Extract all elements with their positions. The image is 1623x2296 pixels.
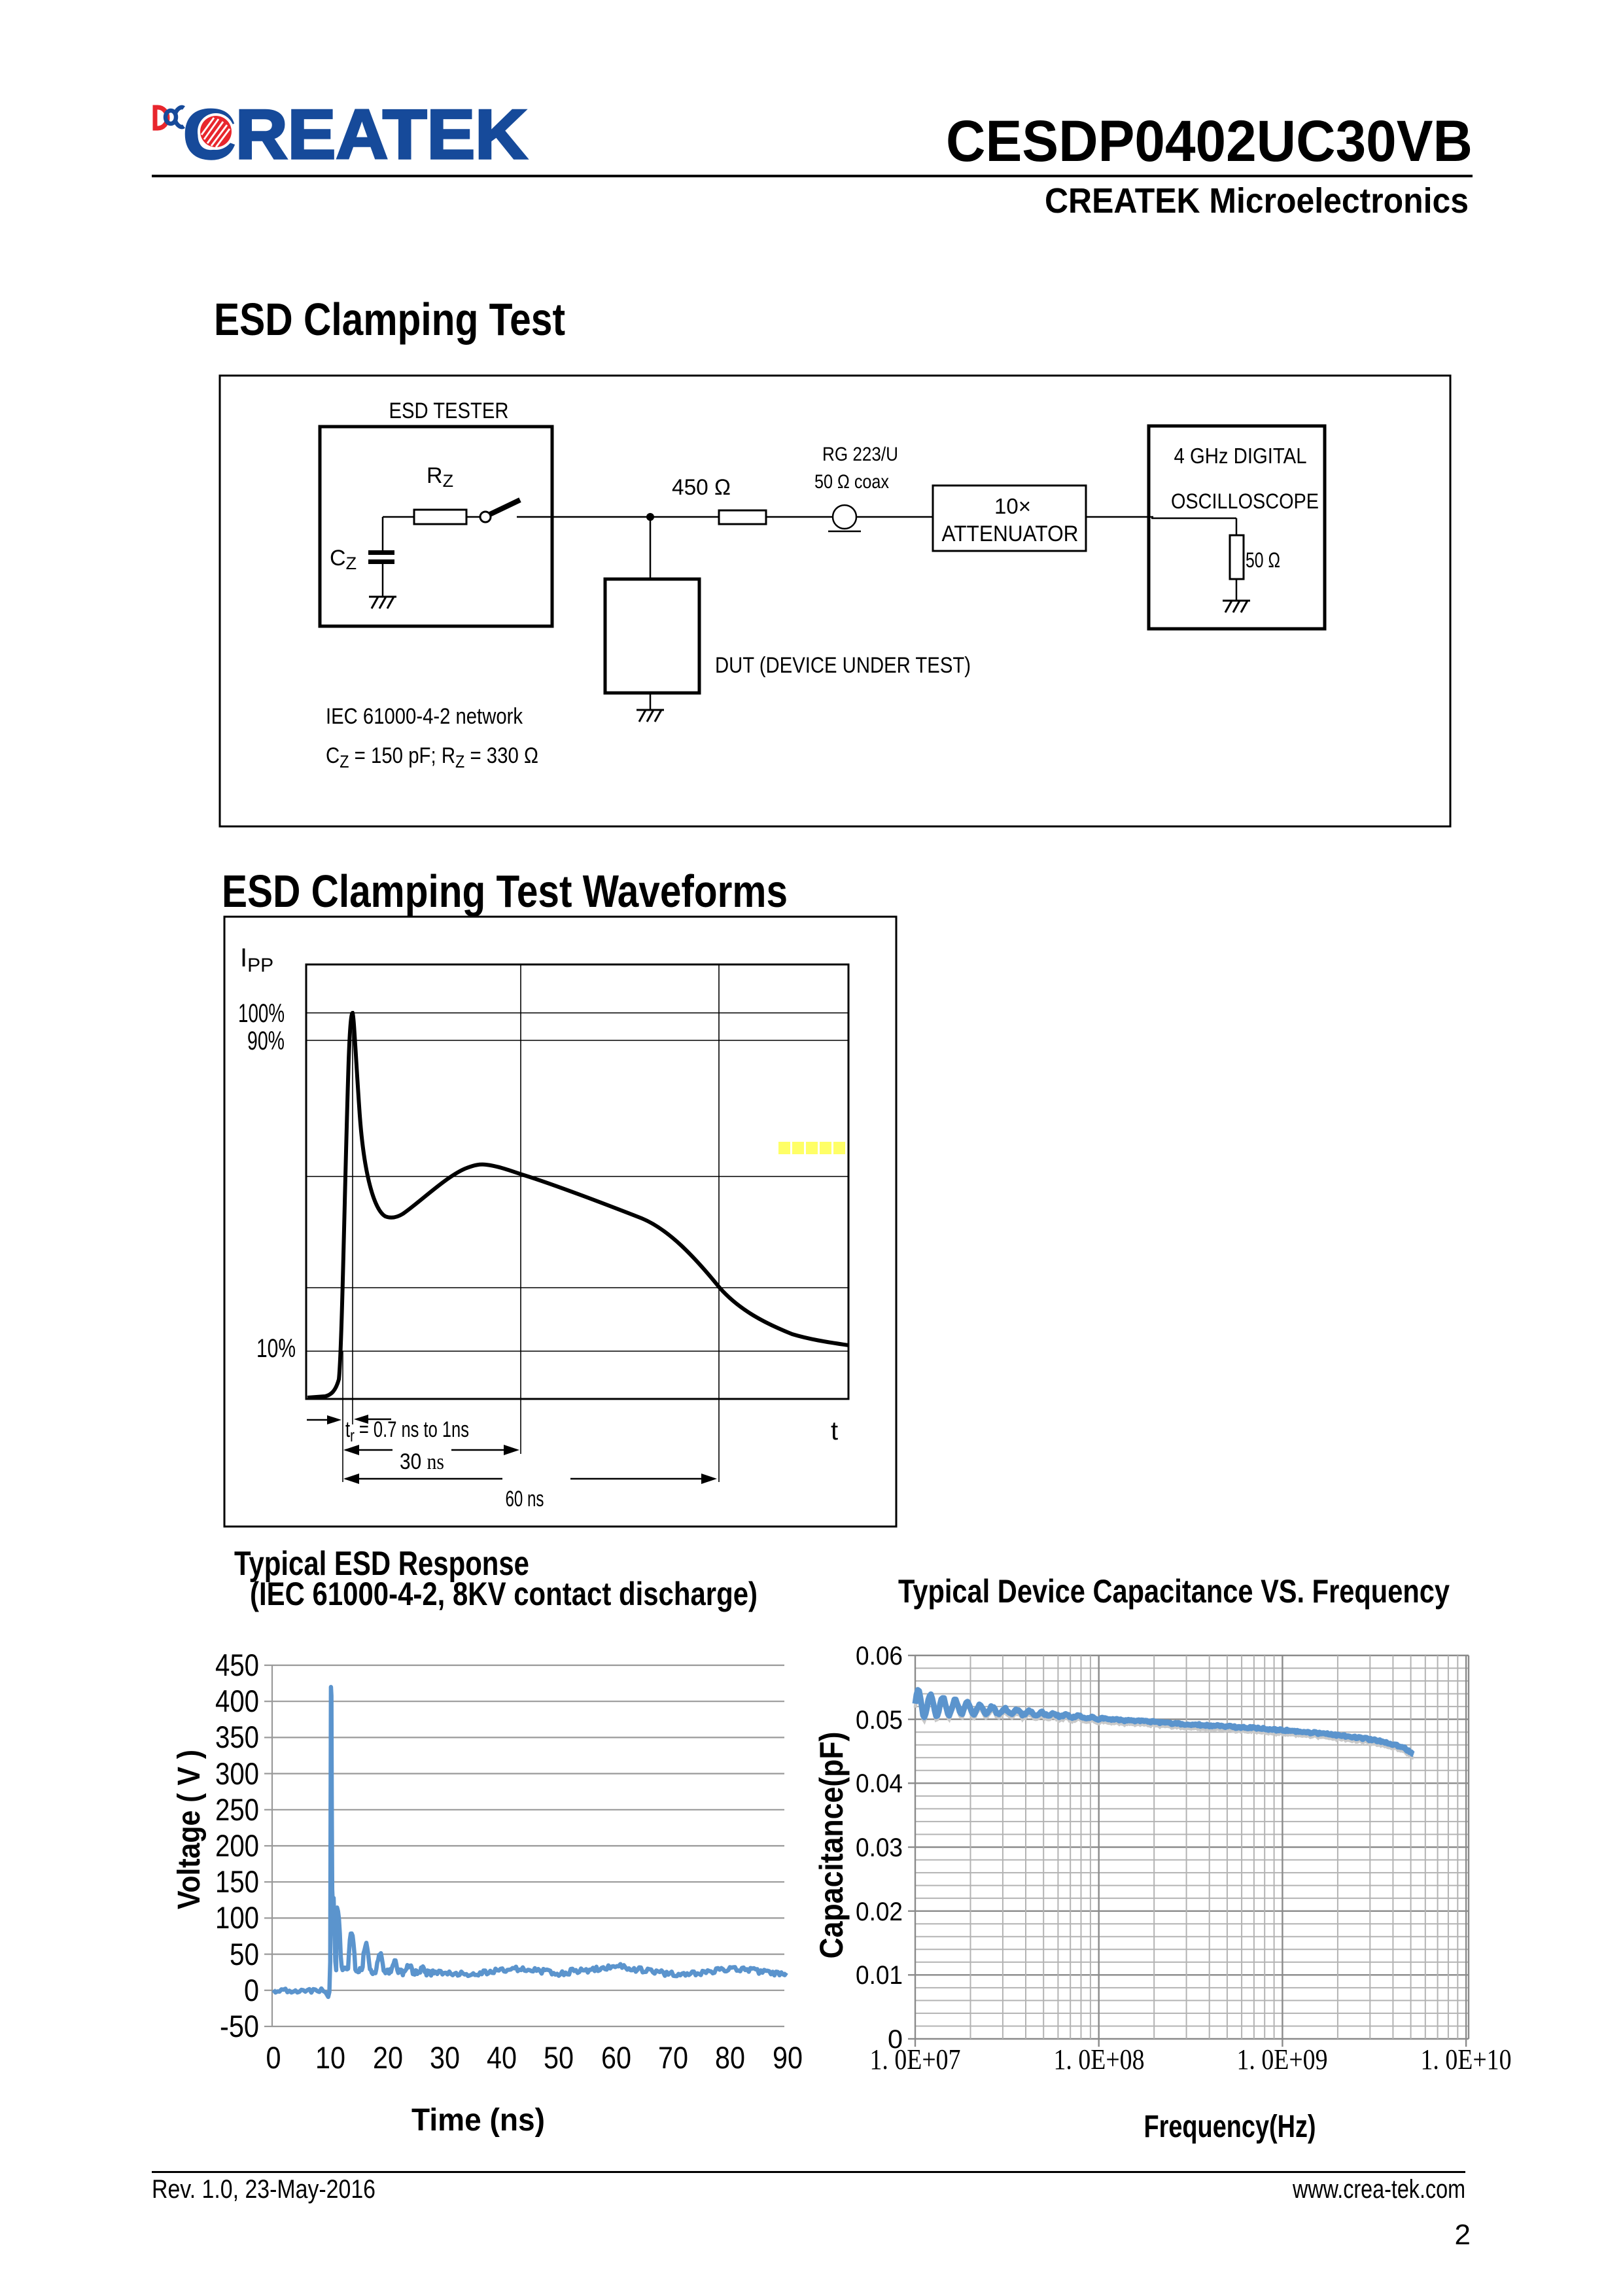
svg-text:80: 80	[715, 2040, 745, 2075]
svg-text:0: 0	[888, 2025, 903, 2054]
svg-text:100: 100	[215, 1900, 259, 1935]
svg-text:350: 350	[215, 1720, 259, 1754]
svg-text:Typical ESD Response: Typical ESD Response	[234, 1545, 529, 1583]
svg-text:0.06: 0.06	[856, 1642, 903, 1670]
svg-text:40: 40	[487, 2040, 517, 2075]
svg-text:Typical Device Capacitance VS.: Typical Device Capacitance VS. Frequency	[898, 1573, 1450, 1610]
svg-text:0.01: 0.01	[856, 1961, 903, 1990]
svg-text:60: 60	[601, 2040, 631, 2075]
svg-text:CESDP0402UC30VB: CESDP0402UC30VB	[946, 108, 1473, 173]
svg-text:RZ: RZ	[427, 463, 453, 491]
svg-text:2: 2	[1455, 2219, 1471, 2251]
svg-text:CZ: CZ	[330, 546, 357, 573]
svg-text:www.crea-tek.com: www.crea-tek.com	[1292, 2175, 1465, 2204]
svg-text:1. 0E+07: 1. 0E+07	[870, 2043, 961, 2075]
svg-text:(IEC 61000-4-2, 8KV contact di: (IEC 61000-4-2, 8KV contact discharge)	[250, 1576, 758, 1612]
svg-text:50 Ω: 50 Ω	[1246, 548, 1280, 572]
svg-text:ATTENUATOR: ATTENUATOR	[942, 521, 1079, 546]
svg-text:150: 150	[215, 1864, 259, 1899]
svg-text:ESD Clamping Test Waveforms: ESD Clamping Test Waveforms	[222, 866, 788, 917]
svg-text:20: 20	[373, 2040, 403, 2075]
svg-text:IEC 61000-4-2 network: IEC 61000-4-2 network	[326, 704, 523, 729]
svg-text:Voltage ( V ): Voltage ( V )	[172, 1750, 207, 1909]
svg-text:t: t	[831, 1417, 838, 1445]
svg-text:-50: -50	[220, 2009, 259, 2043]
svg-text:CREATEK: CREATEK	[183, 95, 527, 173]
svg-text:10×: 10×	[994, 494, 1031, 518]
svg-text:90%: 90%	[247, 1027, 285, 1055]
svg-text:4 GHz DIGITAL: 4 GHz DIGITAL	[1174, 444, 1307, 468]
svg-text:300: 300	[215, 1756, 259, 1791]
svg-text:0.04: 0.04	[856, 1769, 903, 1798]
svg-text:0.05: 0.05	[856, 1706, 903, 1735]
svg-text:CZ = 150 pF; RZ = 330 Ω: CZ = 150 pF; RZ = 330 Ω	[326, 743, 538, 771]
svg-text:ESD Clamping Test: ESD Clamping Test	[214, 294, 565, 345]
svg-text:IPP: IPP	[240, 944, 273, 976]
svg-text:tr = 0.7 ns to 1ns: tr = 0.7 ns to 1ns	[345, 1417, 469, 1445]
svg-text:90: 90	[773, 2040, 803, 2075]
svg-text:450 Ω: 450 Ω	[672, 475, 731, 500]
svg-text:ESD TESTER: ESD TESTER	[389, 398, 509, 423]
svg-text:0: 0	[244, 1973, 259, 2007]
svg-text:30: 30	[430, 2040, 460, 2075]
svg-text:50 Ω coax: 50 Ω coax	[814, 471, 889, 493]
svg-text:200: 200	[215, 1828, 259, 1863]
svg-text:30 ns: 30 ns	[400, 1449, 444, 1474]
svg-text:Rev. 1.0, 23-May-2016: Rev. 1.0, 23-May-2016	[152, 2175, 375, 2204]
svg-text:450: 450	[215, 1648, 259, 1682]
svg-text:Frequency(Hz): Frequency(Hz)	[1144, 2110, 1316, 2144]
svg-text:60 ns: 60 ns	[506, 1487, 544, 1511]
svg-text:0: 0	[266, 2040, 281, 2075]
svg-text:CREATEK Microelectronics: CREATEK Microelectronics	[1045, 181, 1469, 221]
svg-text:50: 50	[230, 1937, 259, 1971]
svg-text:400: 400	[215, 1684, 259, 1718]
svg-text:50: 50	[544, 2040, 574, 2075]
svg-text:RG 223/U: RG 223/U	[822, 444, 898, 465]
svg-text:250: 250	[215, 1792, 259, 1827]
svg-text:10%: 10%	[256, 1334, 296, 1363]
svg-text:70: 70	[658, 2040, 688, 2075]
svg-text:10: 10	[315, 2040, 345, 2075]
svg-text:DUT (DEVICE UNDER TEST): DUT (DEVICE UNDER TEST)	[715, 653, 971, 678]
svg-text:0.02: 0.02	[856, 1898, 903, 1926]
svg-text:1. 0E+10: 1. 0E+10	[1421, 2043, 1512, 2075]
svg-text:1. 0E+08: 1. 0E+08	[1054, 2043, 1145, 2075]
svg-text:OSCILLOSCOPE: OSCILLOSCOPE	[1171, 489, 1319, 513]
svg-text:100%: 100%	[238, 999, 285, 1028]
svg-text:0.03: 0.03	[856, 1833, 903, 1862]
svg-text:1. 0E+09: 1. 0E+09	[1237, 2043, 1328, 2075]
svg-text:Time (ns): Time (ns)	[411, 2103, 545, 2138]
svg-text:Capacitance(pF): Capacitance(pF)	[813, 1732, 850, 1959]
